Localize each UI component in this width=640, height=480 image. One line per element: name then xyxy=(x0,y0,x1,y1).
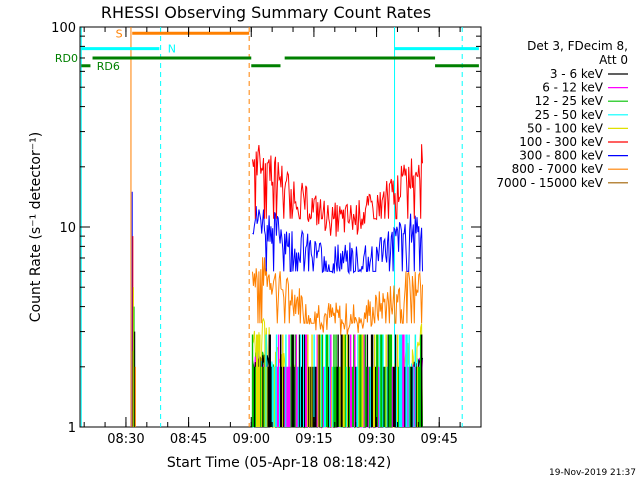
legend-entry-label: 7000 - 15000 keV xyxy=(496,176,603,190)
y-tick-label: 10 xyxy=(59,221,76,236)
x-axis-label: Start Time (05-Apr-18 08:18:42) xyxy=(167,455,391,471)
legend-entry-label: 100 - 300 keV xyxy=(519,135,603,149)
y-tick-label: 1 xyxy=(68,421,76,436)
data-trace xyxy=(252,144,423,237)
x-tick-label: 09:45 xyxy=(420,432,457,447)
x-tick-label: 08:30 xyxy=(107,432,144,447)
legend-header-line2: Att 0 xyxy=(599,53,628,67)
x-tick-label: 09:00 xyxy=(233,432,270,447)
data-trace xyxy=(252,206,423,275)
y-axis-label: Count Rate (s⁻¹ detector⁻¹) xyxy=(28,132,44,322)
x-tick-label: 08:45 xyxy=(170,432,207,447)
legend-entry-label: 800 - 7000 keV xyxy=(512,162,604,176)
legend-entry-label: 50 - 100 keV xyxy=(527,121,604,135)
chart-title: RHESSI Observing Summary Count Rates xyxy=(101,3,431,22)
legend-entry-label: 12 - 25 keV xyxy=(535,94,604,108)
legend-entry-label: 6 - 12 keV xyxy=(542,81,604,95)
flags-layer: S N RD0 RD6 xyxy=(55,27,479,73)
legend-entry-label: 25 - 50 keV xyxy=(535,108,604,122)
legend-header-line1: Det 3, FDecim 8, xyxy=(527,39,628,53)
x-tick-label: 09:30 xyxy=(358,432,395,447)
date-stamp: 19-Nov-2019 21:37 xyxy=(549,468,636,478)
data-trace xyxy=(252,257,423,336)
axes-layer: 1 10 100 08:30 08:45 09:00 09:15 09:30 09:45 xyxy=(51,21,482,447)
flag-n-label: N xyxy=(168,43,176,56)
flag-s-label: S xyxy=(116,27,123,40)
flag-rd0-label: RD0 xyxy=(55,52,78,65)
legend-entry-label: 3 - 6 keV xyxy=(550,67,604,81)
flag-rd6-label: RD6 xyxy=(97,60,120,73)
legend-entry-label: 300 - 800 keV xyxy=(519,149,603,163)
y-tick-label: 100 xyxy=(51,21,76,36)
data-layer xyxy=(80,27,463,429)
x-tick-label: 09:15 xyxy=(295,432,332,447)
